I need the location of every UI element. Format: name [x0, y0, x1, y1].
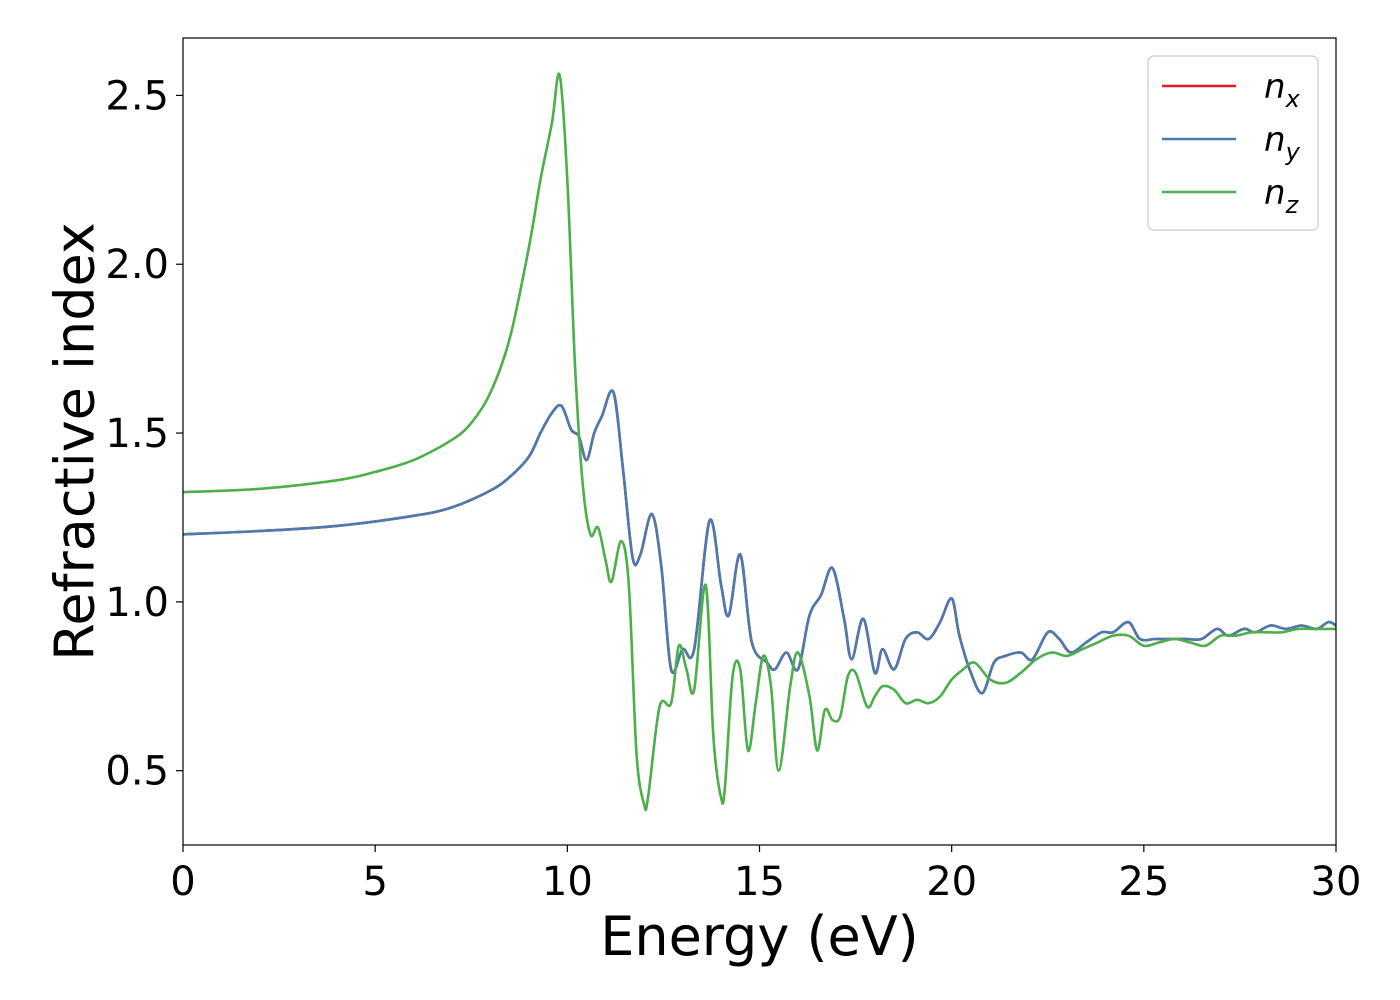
y-tick-label: 1.5 — [105, 411, 169, 457]
legend-box — [1147, 55, 1319, 231]
y-tick-label: 1.0 — [105, 580, 169, 626]
legend-label-nz: nz — [1264, 173, 1300, 219]
x-tick-label: 0 — [170, 859, 195, 905]
x-axis: 0 5 10 15 20 25 30 — [170, 845, 1361, 905]
x-tick-label: 5 — [362, 859, 387, 905]
legend-label-ny: ny — [1264, 120, 1301, 166]
x-axis-label: Energy (eV) — [600, 905, 919, 968]
y-tick-label: 0.5 — [105, 749, 169, 795]
y-tick-label: 2.5 — [105, 73, 169, 119]
y-axis: 0.5 1.0 1.5 2.0 2.5 — [105, 73, 183, 795]
legend: nx ny nz — [1147, 55, 1319, 231]
y-tick-label: 2.0 — [105, 242, 169, 288]
x-tick-label: 20 — [926, 859, 977, 905]
series-line-ny — [183, 389, 1336, 695]
x-tick-label: 30 — [1311, 859, 1362, 905]
x-tick-label: 10 — [542, 859, 593, 905]
x-tick-label: 15 — [734, 859, 785, 905]
series-layer — [183, 72, 1336, 812]
y-axis-label: Refractive index — [44, 222, 107, 661]
legend-label-nx: nx — [1264, 67, 1301, 113]
series-line-nz — [183, 72, 1336, 812]
x-tick-label: 25 — [1118, 859, 1169, 905]
